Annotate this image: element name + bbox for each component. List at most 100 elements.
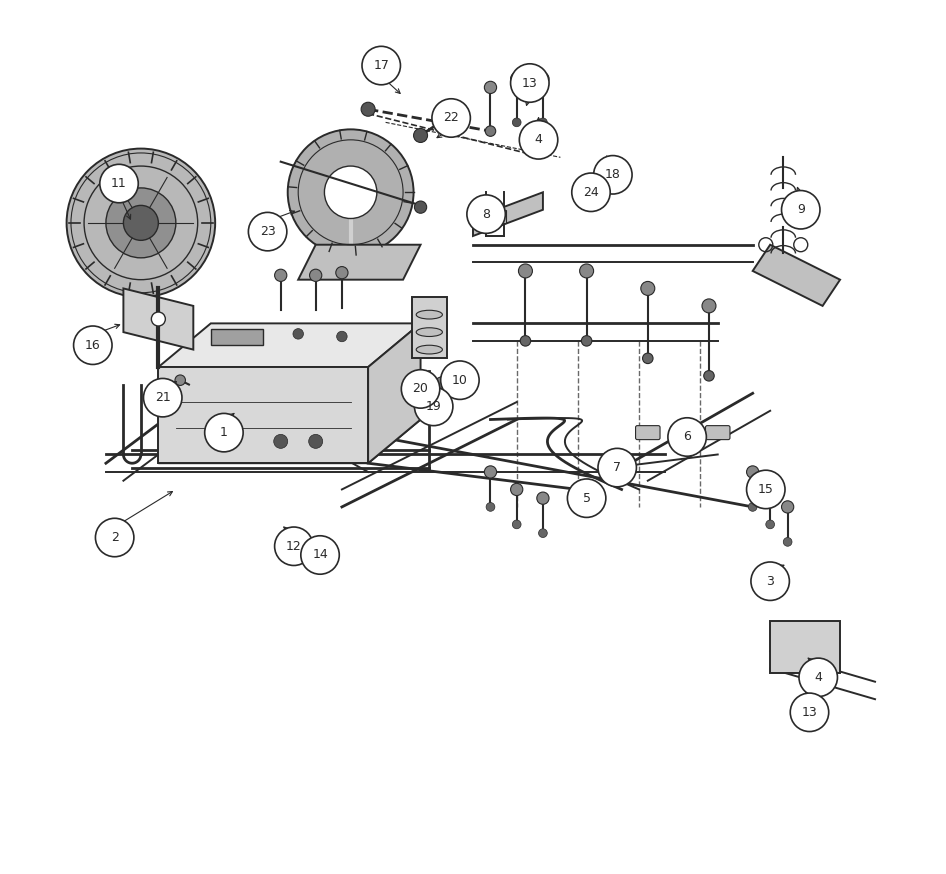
Circle shape bbox=[593, 156, 632, 194]
Circle shape bbox=[413, 128, 428, 142]
Text: 4: 4 bbox=[534, 134, 542, 146]
Circle shape bbox=[538, 118, 548, 127]
Circle shape bbox=[274, 527, 313, 565]
Text: 7: 7 bbox=[613, 461, 622, 474]
Text: 14: 14 bbox=[312, 549, 328, 561]
Text: 18: 18 bbox=[604, 169, 621, 181]
Text: 21: 21 bbox=[155, 392, 170, 404]
Circle shape bbox=[309, 269, 322, 281]
Polygon shape bbox=[158, 367, 368, 463]
Circle shape bbox=[781, 501, 794, 513]
Circle shape bbox=[571, 173, 610, 212]
Circle shape bbox=[668, 418, 707, 456]
Circle shape bbox=[361, 102, 376, 116]
Circle shape bbox=[221, 434, 236, 448]
Circle shape bbox=[485, 126, 496, 136]
Circle shape bbox=[511, 64, 549, 102]
Circle shape bbox=[511, 73, 523, 85]
Circle shape bbox=[401, 370, 440, 408]
Circle shape bbox=[441, 361, 479, 399]
Polygon shape bbox=[473, 192, 543, 236]
Circle shape bbox=[432, 99, 470, 137]
Text: 15: 15 bbox=[758, 483, 774, 496]
Circle shape bbox=[484, 81, 497, 94]
Text: 13: 13 bbox=[801, 706, 817, 718]
Text: 2: 2 bbox=[111, 531, 118, 544]
FancyBboxPatch shape bbox=[706, 426, 730, 440]
Circle shape bbox=[434, 377, 450, 392]
Circle shape bbox=[288, 129, 413, 255]
Circle shape bbox=[106, 188, 176, 258]
Polygon shape bbox=[298, 245, 421, 280]
Text: 4: 4 bbox=[815, 671, 822, 683]
Circle shape bbox=[536, 73, 549, 85]
Circle shape bbox=[484, 466, 497, 478]
Circle shape bbox=[781, 191, 820, 229]
Polygon shape bbox=[123, 288, 193, 350]
Circle shape bbox=[324, 166, 377, 218]
Circle shape bbox=[123, 205, 158, 240]
Circle shape bbox=[538, 529, 548, 538]
Text: 3: 3 bbox=[766, 575, 774, 587]
Circle shape bbox=[642, 353, 653, 364]
Circle shape bbox=[240, 331, 251, 342]
Circle shape bbox=[486, 127, 495, 135]
Text: 6: 6 bbox=[683, 431, 692, 443]
Circle shape bbox=[66, 149, 215, 297]
Circle shape bbox=[273, 434, 288, 448]
Circle shape bbox=[249, 212, 287, 251]
Circle shape bbox=[640, 281, 655, 295]
Text: 8: 8 bbox=[482, 208, 490, 220]
Text: 20: 20 bbox=[412, 383, 429, 395]
Ellipse shape bbox=[416, 310, 443, 319]
Circle shape bbox=[518, 264, 533, 278]
Circle shape bbox=[766, 520, 775, 529]
FancyBboxPatch shape bbox=[636, 426, 660, 440]
Circle shape bbox=[783, 538, 792, 546]
Text: 11: 11 bbox=[112, 177, 127, 190]
Circle shape bbox=[704, 371, 714, 381]
Circle shape bbox=[362, 46, 400, 85]
Circle shape bbox=[764, 483, 777, 496]
Circle shape bbox=[582, 336, 592, 346]
Circle shape bbox=[748, 503, 757, 511]
Polygon shape bbox=[412, 297, 447, 358]
Text: 10: 10 bbox=[452, 374, 468, 386]
Circle shape bbox=[74, 326, 112, 364]
Text: 5: 5 bbox=[583, 492, 590, 504]
Text: 16: 16 bbox=[85, 339, 100, 351]
Text: 23: 23 bbox=[260, 225, 275, 238]
FancyBboxPatch shape bbox=[671, 426, 695, 440]
Text: 9: 9 bbox=[797, 204, 805, 216]
Circle shape bbox=[151, 312, 166, 326]
Circle shape bbox=[486, 503, 495, 511]
Circle shape bbox=[337, 331, 347, 342]
Circle shape bbox=[175, 375, 185, 385]
Circle shape bbox=[99, 164, 138, 203]
Text: 22: 22 bbox=[444, 112, 459, 124]
FancyBboxPatch shape bbox=[211, 329, 263, 345]
Circle shape bbox=[598, 448, 637, 487]
Circle shape bbox=[513, 118, 521, 127]
Circle shape bbox=[336, 267, 348, 279]
Circle shape bbox=[144, 378, 182, 417]
Circle shape bbox=[580, 264, 593, 278]
Circle shape bbox=[536, 492, 549, 504]
Circle shape bbox=[513, 520, 521, 529]
Circle shape bbox=[799, 658, 837, 697]
Circle shape bbox=[746, 470, 785, 509]
Circle shape bbox=[519, 121, 558, 159]
Ellipse shape bbox=[416, 345, 443, 354]
Text: 12: 12 bbox=[286, 540, 302, 552]
Circle shape bbox=[751, 562, 789, 600]
Polygon shape bbox=[158, 323, 421, 367]
Circle shape bbox=[204, 413, 243, 452]
FancyBboxPatch shape bbox=[483, 210, 506, 223]
Text: 24: 24 bbox=[583, 186, 599, 198]
Text: 1: 1 bbox=[220, 427, 228, 439]
Circle shape bbox=[414, 201, 427, 213]
Circle shape bbox=[702, 299, 716, 313]
Circle shape bbox=[293, 329, 304, 339]
Polygon shape bbox=[753, 245, 840, 306]
Circle shape bbox=[274, 269, 287, 281]
